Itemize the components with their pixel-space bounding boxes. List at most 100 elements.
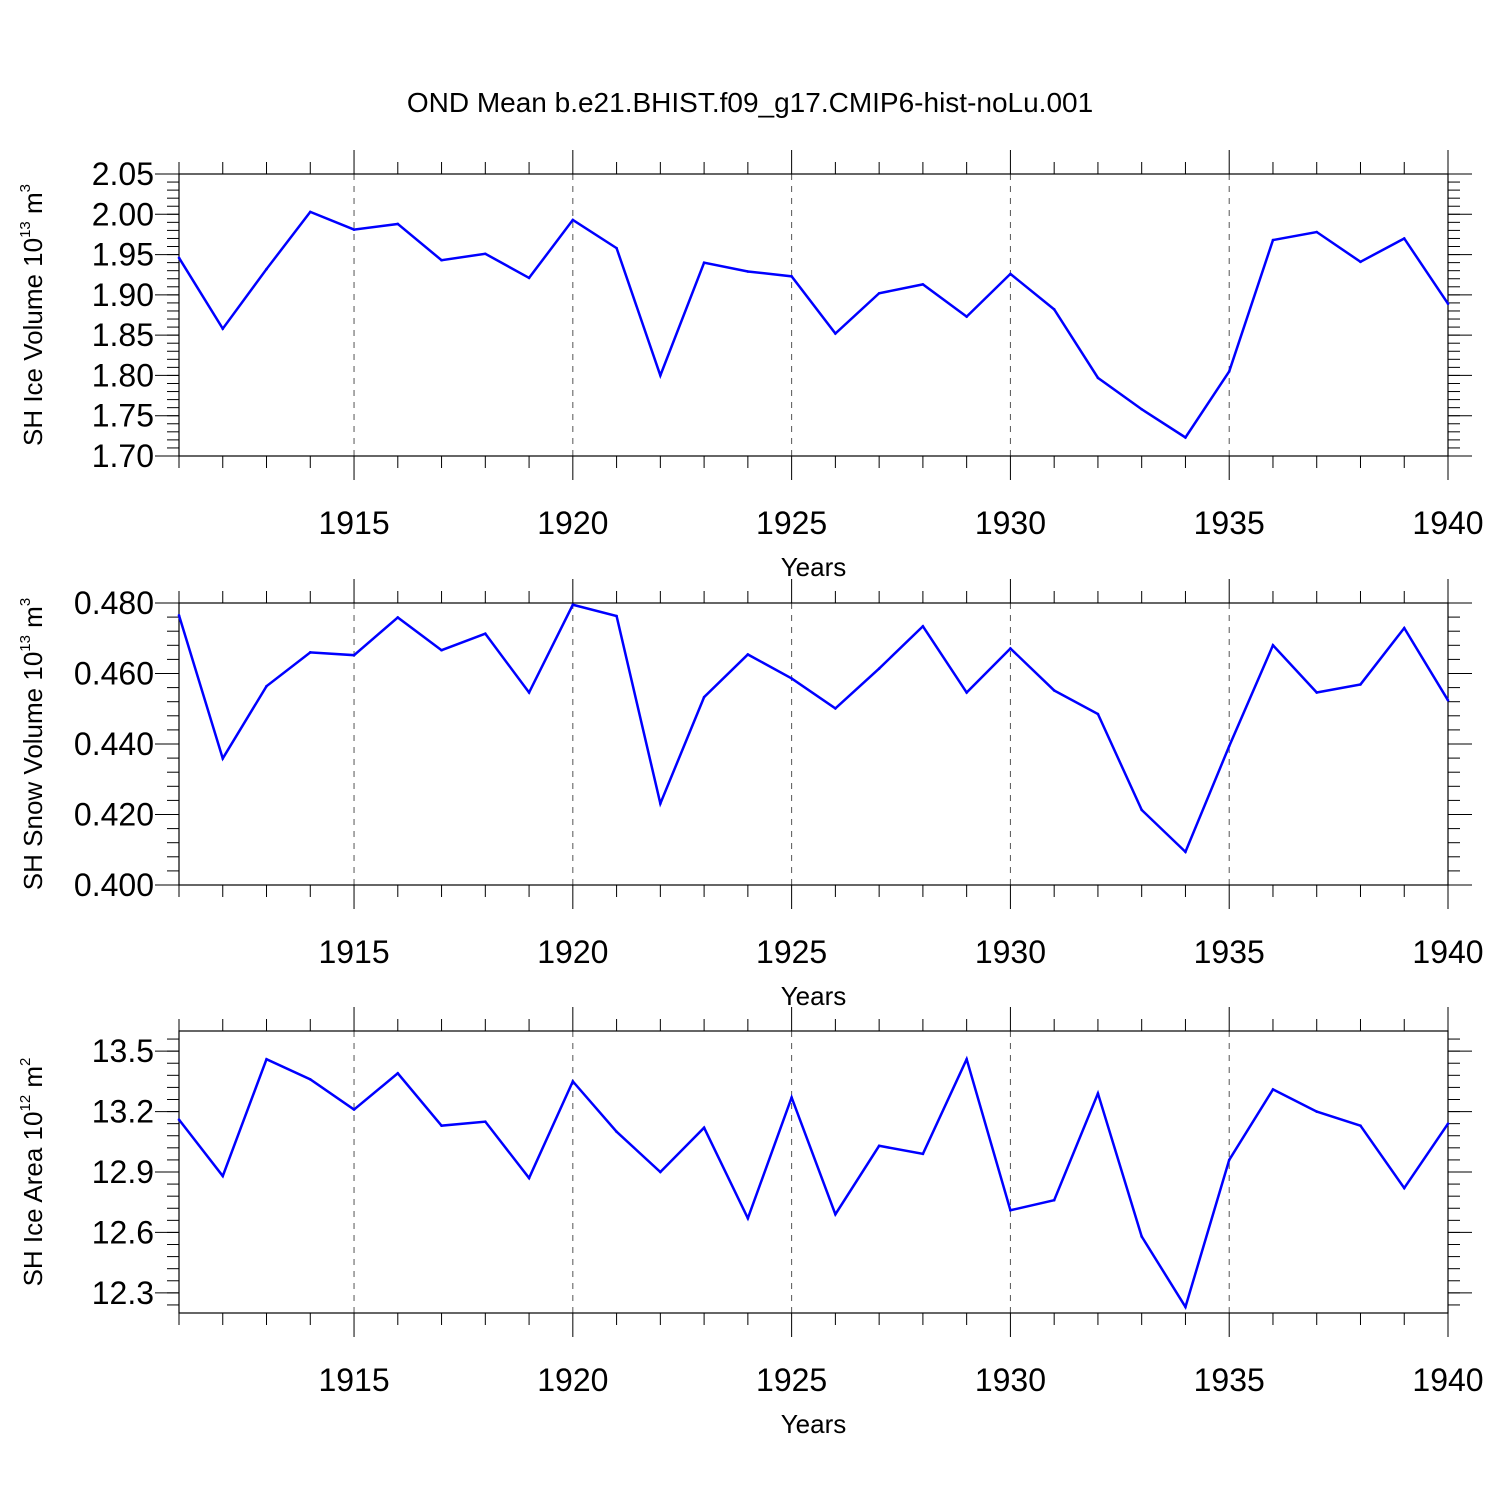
x-tick-label: 1920 — [537, 505, 608, 541]
data-point — [440, 648, 443, 652]
y-axis-title-part: SH Snow Volume 10 — [18, 652, 48, 890]
data-point — [1140, 407, 1143, 411]
data-point — [1052, 308, 1056, 311]
data-point — [1184, 436, 1187, 439]
x-tick-label: 1925 — [756, 934, 827, 970]
y-axis-title-sup: 13 — [17, 221, 34, 238]
y-tick-label: 1.90 — [92, 277, 154, 313]
data-point — [615, 246, 618, 250]
data-point — [1271, 238, 1275, 242]
x-tick-label: 1920 — [537, 934, 608, 970]
data-point — [1359, 1124, 1362, 1127]
data-point — [1315, 691, 1319, 694]
y-axis-title-sup: 3 — [17, 598, 34, 606]
series-line — [177, 210, 1450, 440]
y-tick-label: 12.6 — [92, 1214, 154, 1250]
data-point — [1096, 376, 1100, 380]
data-point — [1446, 302, 1450, 306]
data-point — [1052, 1198, 1056, 1202]
data-point — [571, 603, 575, 607]
data-point — [1227, 370, 1231, 373]
y-tick-label: 0.400 — [74, 867, 154, 903]
data-point — [1009, 647, 1012, 650]
data-point — [308, 1078, 312, 1081]
data-point — [834, 332, 837, 335]
data-point — [659, 802, 662, 805]
y-axis-title-sup: 13 — [17, 635, 34, 652]
data-point — [396, 1072, 400, 1075]
data-point — [965, 315, 968, 318]
data-point — [921, 1152, 925, 1156]
x-tick-label: 1920 — [537, 1362, 608, 1398]
y-axis-title: SH Snow Volume 1013 m3 — [17, 598, 48, 890]
y-axis-title-sup: 2 — [17, 1058, 34, 1066]
series-line — [178, 1055, 1450, 1310]
data-point — [440, 258, 443, 262]
data-point — [834, 1213, 837, 1216]
y-axis-title-sup: 3 — [17, 184, 34, 192]
y-tick-label: 0.440 — [74, 726, 154, 762]
data-point — [1402, 1186, 1406, 1190]
y-tick-label: 1.75 — [92, 398, 154, 434]
data-point — [1271, 1088, 1275, 1091]
data-point — [396, 222, 400, 226]
data-point — [702, 1126, 706, 1129]
x-tick-label: 1925 — [756, 505, 827, 541]
data-point — [1009, 1208, 1012, 1212]
data-point — [921, 283, 925, 286]
data-point — [527, 691, 531, 694]
y-axis-title-part: SH Ice Volume 10 — [18, 238, 48, 446]
data-point — [702, 695, 706, 699]
x-tick-label: 1940 — [1412, 505, 1483, 541]
data-point — [527, 1176, 531, 1180]
x-axis-title: Years — [781, 1409, 847, 1439]
y-tick-label: 13.2 — [92, 1094, 154, 1130]
series-line — [177, 603, 1450, 855]
data-point — [1402, 237, 1406, 240]
y-tick-label: 2.00 — [92, 196, 154, 232]
data-point — [1446, 698, 1450, 702]
data-point — [484, 1120, 487, 1123]
y-tick-label: 1.95 — [92, 237, 154, 273]
data-point — [1359, 260, 1362, 264]
y-tick-label: 13.5 — [92, 1033, 154, 1069]
data-point — [440, 1124, 443, 1127]
x-tick-label: 1935 — [1194, 1362, 1265, 1398]
data-point — [1096, 1092, 1100, 1095]
y-tick-label: 0.480 — [74, 585, 154, 621]
x-axis-title: Years — [781, 552, 847, 582]
data-point — [484, 252, 487, 256]
x-tick-label: 1940 — [1412, 1362, 1483, 1398]
data-point — [790, 275, 793, 278]
x-tick-label: 1935 — [1194, 505, 1265, 541]
data-point — [702, 261, 706, 264]
x-tick-label: 1930 — [975, 934, 1046, 970]
panel-2: 1915 1920 1925 1930 1935 1940 Years 0.400 0.420 0… — [17, 579, 1484, 1011]
data-point — [790, 1096, 793, 1099]
chart-title: OND Mean b.e21.BHIST.f09_g17.CMIP6-hist-… — [407, 87, 1093, 118]
data-point — [1009, 272, 1012, 276]
data-point — [790, 677, 793, 680]
data-point — [1227, 1158, 1231, 1162]
data-point — [877, 667, 881, 670]
data-point — [834, 707, 837, 710]
y-tick-label: 0.420 — [74, 797, 154, 833]
x-tick-label: 1915 — [318, 934, 389, 970]
panels: 1915 1920 1925 1930 1935 1940 Years 1.70 1.75 1.8… — [17, 150, 1484, 1439]
data-point — [1140, 1235, 1143, 1238]
y-axis-title-part: m — [18, 192, 48, 221]
data-point — [659, 374, 662, 377]
data-point — [1227, 744, 1231, 748]
data-point — [571, 218, 575, 222]
data-point — [177, 1118, 181, 1121]
data-point — [177, 256, 181, 260]
data-point — [746, 653, 750, 656]
data-point — [1359, 683, 1362, 686]
data-point — [527, 276, 531, 280]
data-point — [1402, 626, 1406, 630]
data-point — [1184, 850, 1187, 854]
y-axis-title-part: m — [18, 1066, 48, 1095]
data-point — [484, 632, 487, 635]
data-point — [308, 210, 312, 214]
